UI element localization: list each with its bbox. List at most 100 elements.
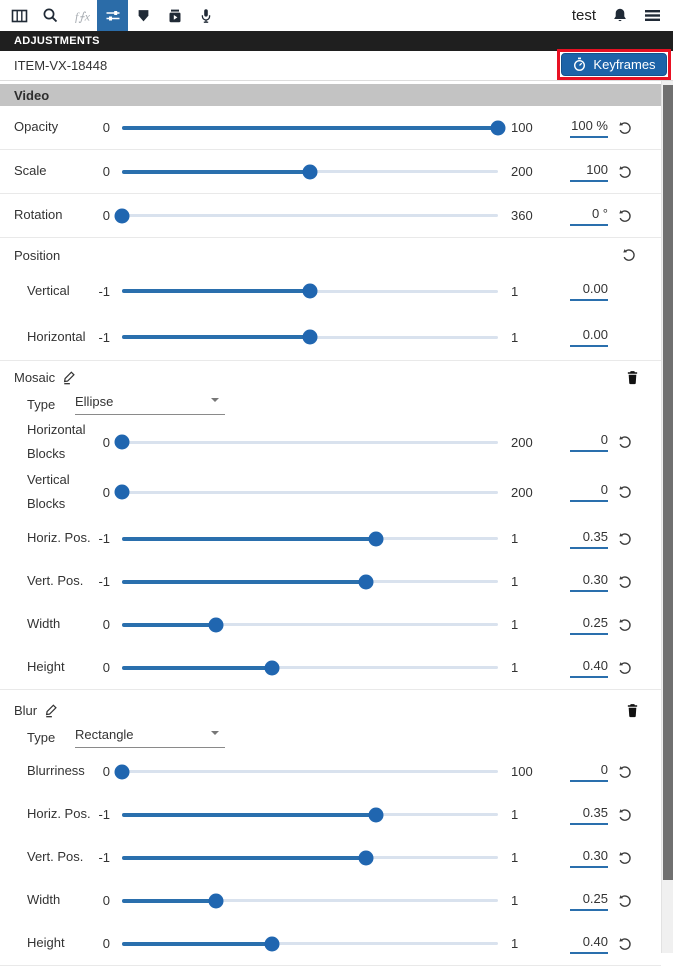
reset-icon[interactable] [608,484,641,500]
edit-pencil-icon[interactable] [62,370,77,385]
slider-knob[interactable] [264,936,280,951]
slider-knob[interactable] [264,660,280,675]
chevron-down-icon [211,730,219,739]
blur-horiz-pos-slider[interactable] [122,807,498,823]
slider-max: 1 [511,283,519,299]
reset-icon[interactable] [608,574,641,590]
reset-icon[interactable] [608,660,641,676]
slider-knob[interactable] [368,807,384,822]
reset-icon[interactable] [608,208,641,224]
mosaic-width-value-input[interactable]: 0.25 [570,615,608,635]
slider-max: 1 [511,574,519,589]
delete-trash-icon[interactable] [626,370,639,385]
reset-icon[interactable] [608,850,641,866]
slider-knob[interactable] [358,850,374,865]
blurriness-value-input[interactable]: 0 [570,762,608,782]
slider-knob[interactable] [368,531,384,546]
adjustments-icon[interactable] [97,0,128,31]
mosaic-width-slider[interactable] [122,617,498,633]
slider-knob[interactable] [302,329,318,345]
vertical-value-input[interactable]: 0.00 [570,281,608,301]
slider-knob[interactable] [490,120,506,135]
reset-icon[interactable] [608,164,641,180]
blur-type-select[interactable]: Rectangle [75,727,225,748]
blur-width-value-input[interactable]: 0.25 [570,891,608,911]
mosaic-type-select[interactable]: Ellipse [75,394,225,415]
vertical-blocks-value-input[interactable]: 0 [570,482,608,502]
bell-icon[interactable] [612,7,628,24]
slider-knob[interactable] [114,484,130,500]
mosaic-vert-pos-value-input[interactable]: 0.30 [570,572,608,592]
horizontal-blocks-slider[interactable] [114,434,498,450]
horizontal-value-input[interactable]: 0.00 [570,327,608,347]
blurriness-slider[interactable] [114,764,498,780]
blur-height-slider[interactable] [122,936,498,952]
horizontal-blocks-value-input[interactable]: 0 [570,432,608,452]
rotation-value-input[interactable]: 0 ° [570,206,608,226]
reset-icon[interactable] [608,531,641,547]
slider-row-blur-horiz-pos: Horiz. Pos. -1 1 0.35 [0,793,661,836]
rotation-slider[interactable] [114,208,498,224]
filmstrip-icon[interactable] [4,0,35,31]
row-label: Rotation [14,207,63,223]
reset-icon[interactable] [608,434,641,450]
keyframes-button[interactable]: Keyframes [561,53,667,76]
reset-icon[interactable] [621,247,637,263]
hamburger-menu-icon[interactable] [644,8,661,23]
marker-icon[interactable] [128,0,159,31]
horizontal-position-slider[interactable] [122,329,498,345]
blur-group: Blur Type Rectangle Blurriness 0 100 0 H… [0,690,661,966]
edit-pencil-icon[interactable] [44,703,59,718]
slider-knob[interactable] [302,283,318,299]
slider-min: 0 [102,434,110,450]
mosaic-horiz-pos-value-input[interactable]: 0.35 [570,529,608,549]
delete-trash-icon[interactable] [626,703,639,718]
mosaic-horiz-pos-slider[interactable] [122,531,498,547]
slider-max: 1 [511,617,519,632]
user-label[interactable]: test [571,7,596,24]
row-label: Horiz. Pos. [27,530,91,546]
scale-value-input[interactable]: 100 [570,162,608,182]
reset-icon[interactable] [608,936,641,952]
slider-knob[interactable] [208,617,224,632]
blur-vert-pos-value-input[interactable]: 0.30 [570,848,608,868]
mosaic-height-value-input[interactable]: 0.40 [570,658,608,678]
slider-knob[interactable] [208,893,224,908]
blur-vert-pos-slider[interactable] [122,850,498,866]
slider-row-mosaic-vert-pos: Vert. Pos. -1 1 0.30 [0,560,661,603]
reset-icon[interactable] [608,807,641,823]
blur-width-slider[interactable] [122,893,498,909]
reset-icon[interactable] [608,617,641,633]
scale-slider[interactable] [122,164,498,180]
blur-height-value-input[interactable]: 0.40 [570,934,608,954]
blur-horiz-pos-value-input[interactable]: 0.35 [570,805,608,825]
export-video-icon[interactable] [159,0,190,31]
mosaic-height-slider[interactable] [122,660,498,676]
slider-min: 0 [102,764,110,779]
mosaic-vert-pos-slider[interactable] [122,574,498,590]
microphone-icon[interactable] [190,0,221,31]
reset-icon[interactable] [608,764,641,780]
blur-type-value: Rectangle [75,726,134,742]
slider-knob[interactable] [358,574,374,589]
slider-min: 0 [102,120,110,135]
vertical-position-slider[interactable] [122,283,498,299]
slider-min: -1 [98,329,110,345]
opacity-slider[interactable] [122,120,506,136]
reset-icon[interactable] [608,120,641,136]
slider-max: 360 [511,208,533,223]
slider-knob[interactable] [302,164,318,179]
scrollbar-thumb[interactable] [663,85,673,880]
slider-knob[interactable] [114,208,130,223]
slider-knob[interactable] [114,434,130,450]
vertical-scrollbar[interactable] [661,81,673,953]
reset-icon[interactable] [608,893,641,909]
vertical-blocks-slider[interactable] [114,484,498,500]
row-label: Vertical [27,282,70,298]
slider-min: -1 [98,531,110,546]
slider-knob[interactable] [114,764,130,779]
slider-min: -1 [98,850,110,865]
slider-min: -1 [98,807,110,822]
opacity-value-input[interactable]: 100 % [570,118,608,138]
search-icon[interactable] [35,0,66,31]
